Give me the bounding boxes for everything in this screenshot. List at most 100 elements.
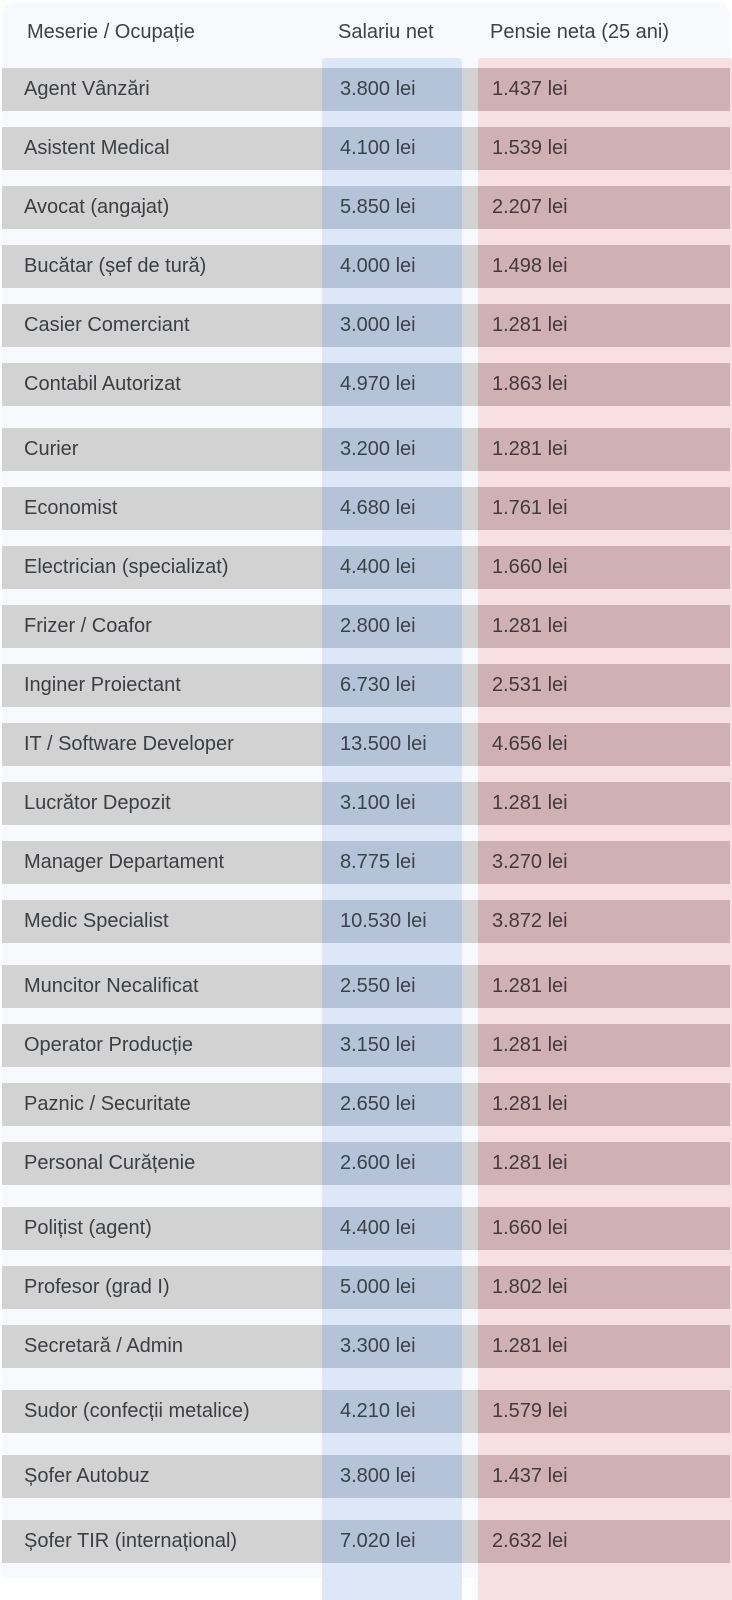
salary-cell: 4.400 lei: [340, 556, 416, 578]
table-row: Frizer / Coafor 2.800 lei 1.281 lei: [2, 605, 730, 648]
pension-cell: 1.281 lei: [492, 975, 568, 997]
pension-cell: 1.281 lei: [492, 314, 568, 336]
table-row: Lucrător Depozit 3.100 lei 1.281 lei: [2, 782, 730, 825]
salary-cell: 2.800 lei: [340, 615, 416, 637]
table-row: Șofer Autobuz 3.800 lei 1.437 lei: [2, 1455, 730, 1498]
table-row: Avocat (angajat) 5.850 lei 2.207 lei: [2, 186, 730, 229]
table-row: Sudor (confecții metalice) 4.210 lei 1.5…: [2, 1390, 730, 1433]
occupation-cell: IT / Software Developer: [24, 733, 234, 755]
table-row: Polițist (agent) 4.400 lei 1.660 lei: [2, 1207, 730, 1250]
table-body: Agent Vânzări 3.800 lei 1.437 lei Asiste…: [2, 68, 730, 1579]
table-row: Agent Vânzări 3.800 lei 1.437 lei: [2, 68, 730, 111]
table-row: Medic Specialist 10.530 lei 3.872 lei: [2, 900, 730, 943]
occupation-cell: Lucrător Depozit: [24, 792, 171, 814]
salary-cell: 5.000 lei: [340, 1276, 416, 1298]
pension-cell: 1.761 lei: [492, 497, 568, 519]
pension-cell: 2.207 lei: [492, 196, 568, 218]
occupation-cell: Personal Curățenie: [24, 1152, 196, 1174]
pension-cell: 2.632 lei: [492, 1530, 568, 1552]
pension-cell: 3.270 lei: [492, 851, 568, 873]
pension-cell: 1.281 lei: [492, 1093, 568, 1115]
occupation-cell: Frizer / Coafor: [24, 615, 152, 637]
pension-cell: 3.872 lei: [492, 910, 568, 932]
table-row: Asistent Medical 4.100 lei 1.539 lei: [2, 127, 730, 170]
header-salary: Salariu net: [338, 21, 434, 43]
table-row: Inginer Proiectant 6.730 lei 2.531 lei: [2, 664, 730, 707]
salary-cell: 3.800 lei: [340, 78, 416, 100]
table-row: IT / Software Developer 13.500 lei 4.656…: [2, 723, 730, 766]
salary-cell: 13.500 lei: [340, 733, 427, 755]
occupation-cell: Avocat (angajat): [24, 196, 170, 218]
occupation-cell: Operator Producție: [24, 1034, 193, 1056]
table-row: Curier 3.200 lei 1.281 lei: [2, 428, 730, 471]
table-row: Bucătar (șef de tură) 4.000 lei 1.498 le…: [2, 245, 730, 288]
table-row: Electrician (specializat) 4.400 lei 1.66…: [2, 546, 730, 589]
occupation-cell: Economist: [24, 497, 118, 519]
header-occupation: Meserie / Ocupație: [27, 21, 195, 43]
salary-cell: 2.600 lei: [340, 1152, 416, 1174]
salary-cell: 10.530 lei: [340, 910, 427, 932]
salary-cell: 4.680 lei: [340, 497, 416, 519]
occupation-cell: Paznic / Securitate: [24, 1093, 191, 1115]
pension-cell: 1.281 lei: [492, 1034, 568, 1056]
header-pension: Pensie neta (25 ani): [490, 21, 670, 43]
salary-cell: 3.100 lei: [340, 792, 416, 814]
pension-cell: 1.498 lei: [492, 255, 568, 277]
table-row: Muncitor Necalificat 2.550 lei 1.281 lei: [2, 965, 730, 1008]
pension-cell: 1.437 lei: [492, 1465, 568, 1487]
occupation-cell: Inginer Proiectant: [24, 674, 181, 696]
table-header: Meserie / Ocupație Salariu net Pensie ne…: [2, 2, 730, 62]
salary-cell: 7.020 lei: [340, 1530, 416, 1552]
salary-cell: 5.850 lei: [340, 196, 416, 218]
salary-cell: 4.100 lei: [340, 137, 416, 159]
salary-cell: 2.650 lei: [340, 1093, 416, 1115]
salary-cell: 2.550 lei: [340, 975, 416, 997]
salary-cell: 3.800 lei: [340, 1465, 416, 1487]
occupation-cell: Muncitor Necalificat: [24, 975, 199, 997]
pension-cell: 2.531 lei: [492, 674, 568, 696]
table-row: Profesor (grad I) 5.000 lei 1.802 lei: [2, 1266, 730, 1309]
pension-cell: 1.281 lei: [492, 615, 568, 637]
occupation-cell: Bucătar (șef de tură): [24, 255, 207, 277]
occupation-cell: Șofer TIR (internațional): [24, 1530, 238, 1552]
occupation-cell: Manager Departament: [24, 851, 225, 873]
occupation-cell: Profesor (grad I): [24, 1276, 170, 1298]
pension-cell: 1.539 lei: [492, 137, 568, 159]
salary-cell: 3.200 lei: [340, 438, 416, 460]
table-row: Manager Departament 8.775 lei 3.270 lei: [2, 841, 730, 884]
occupation-cell: Curier: [24, 438, 79, 460]
table-row: Economist 4.680 lei 1.761 lei: [2, 487, 730, 530]
occupation-cell: Secretară / Admin: [24, 1335, 183, 1357]
salary-cell: 3.000 lei: [340, 314, 416, 336]
table-row: Paznic / Securitate 2.650 lei 1.281 lei: [2, 1083, 730, 1126]
pension-cell: 1.660 lei: [492, 1217, 568, 1239]
pension-cell: 1.863 lei: [492, 373, 568, 395]
occupation-cell: Sudor (confecții metalice): [24, 1400, 250, 1422]
salary-cell: 4.000 lei: [340, 255, 416, 277]
occupation-cell: Electrician (specializat): [24, 556, 229, 578]
salary-cell: 8.775 lei: [340, 851, 416, 873]
table-row: Casier Comerciant 3.000 lei 1.281 lei: [2, 304, 730, 347]
pension-cell: 4.656 lei: [492, 733, 568, 755]
occupation-cell: Șofer Autobuz: [24, 1465, 150, 1487]
pension-cell: 1.660 lei: [492, 556, 568, 578]
salary-cell: 4.210 lei: [340, 1400, 416, 1422]
salary-cell: 3.300 lei: [340, 1335, 416, 1357]
occupation-cell: Contabil Autorizat: [24, 373, 181, 395]
table-row: Operator Producție 3.150 lei 1.281 lei: [2, 1024, 730, 1067]
occupation-cell: Asistent Medical: [24, 137, 170, 159]
table-row: Șofer TIR (internațional) 7.020 lei 2.63…: [2, 1520, 730, 1563]
pension-cell: 1.281 lei: [492, 792, 568, 814]
salary-cell: 3.150 lei: [340, 1034, 416, 1056]
pension-cell: 1.281 lei: [492, 438, 568, 460]
salary-cell: 4.400 lei: [340, 1217, 416, 1239]
pension-cell: 1.437 lei: [492, 78, 568, 100]
occupation-cell: Medic Specialist: [24, 910, 169, 932]
table-row: Contabil Autorizat 4.970 lei 1.863 lei: [2, 363, 730, 406]
pension-cell: 1.802 lei: [492, 1276, 568, 1298]
table-row: Personal Curățenie 2.600 lei 1.281 lei: [2, 1142, 730, 1185]
table-row: Secretară / Admin 3.300 lei 1.281 lei: [2, 1325, 730, 1368]
occupation-cell: Agent Vânzări: [24, 78, 150, 100]
pension-cell: 1.579 lei: [492, 1400, 568, 1422]
